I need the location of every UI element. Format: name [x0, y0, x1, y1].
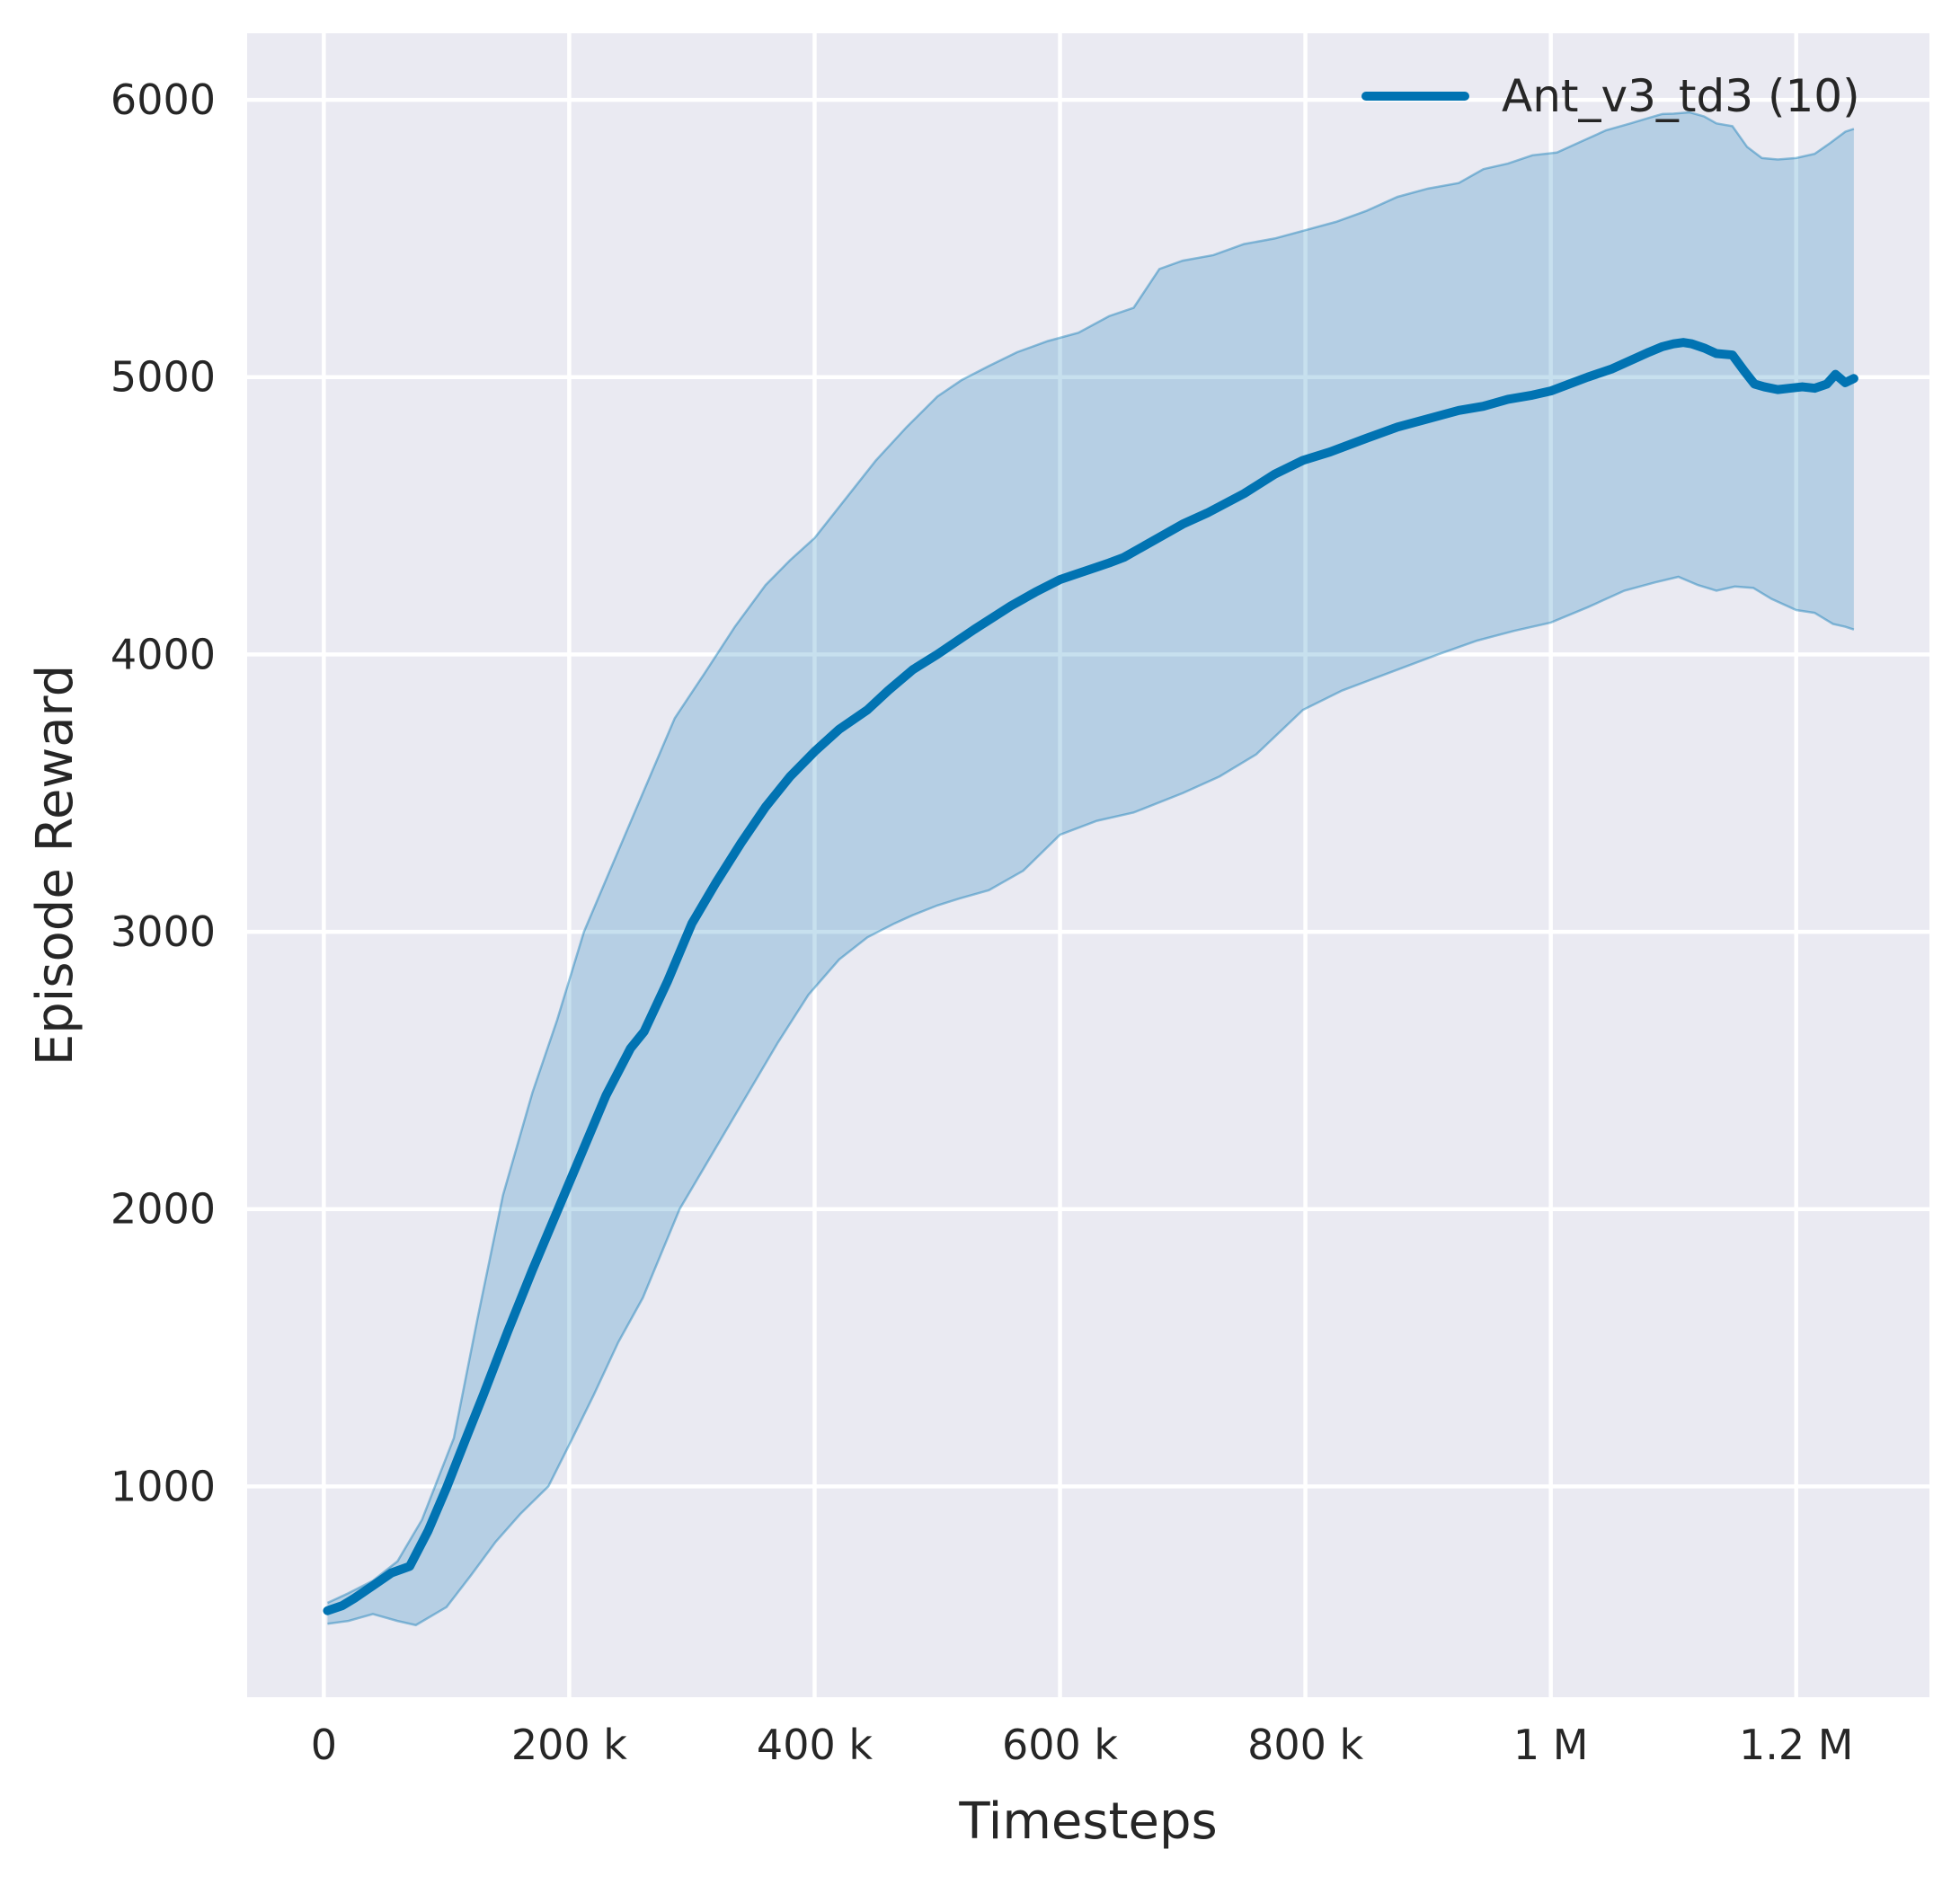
y-axis-title: Episode Reward	[26, 664, 84, 1066]
y-tick-label: 4000	[111, 630, 216, 678]
x-tick-label: 400 k	[757, 1721, 873, 1769]
x-tick-label: 600 k	[1002, 1721, 1118, 1769]
y-tick-label: 5000	[111, 353, 216, 402]
y-tick-label: 2000	[111, 1185, 216, 1234]
legend-label: Ant_v3_td3 (10)	[1502, 70, 1860, 122]
confidence-band-upper-edge	[326, 111, 1855, 1605]
x-tick-label: 800 k	[1247, 1721, 1363, 1769]
x-tick-label: 0	[311, 1721, 337, 1769]
legend: Ant_v3_td3 (10)	[1361, 67, 1860, 125]
confidence-band	[327, 111, 1854, 1625]
legend-line-swatch	[1361, 92, 1469, 101]
x-tick-label: 200 k	[511, 1721, 627, 1769]
series-mean-line	[323, 338, 1858, 1615]
x-tick-label: 1.2 M	[1739, 1721, 1853, 1769]
y-tick-label: 1000	[111, 1462, 216, 1510]
plot-background	[247, 33, 1929, 1697]
y-tick-label: 3000	[111, 907, 216, 956]
y-tick-label: 6000	[111, 75, 216, 124]
x-axis-title: Timesteps	[959, 1792, 1218, 1851]
confidence-band-lower-edge	[327, 575, 1855, 1627]
x-tick-label: 1 M	[1513, 1721, 1589, 1769]
